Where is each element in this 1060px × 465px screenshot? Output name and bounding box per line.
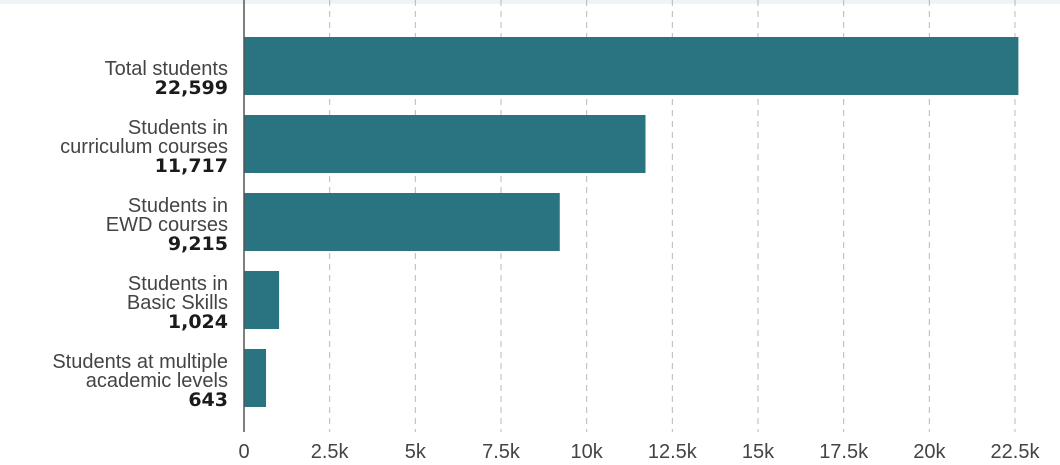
tick-label: 5k [405,441,427,463]
bar [244,349,267,407]
category-label: academic levels [86,370,228,392]
value-label: 11,717 [155,155,228,177]
value-label: 643 [188,389,228,411]
tick-label: 22.5k [991,441,1041,463]
category-label: Students in [128,195,228,217]
tick-label: 15k [742,441,775,463]
category-label: curriculum courses [60,136,228,158]
category-label: Basic Skills [127,292,228,314]
category-label: Students in [128,117,228,139]
category-label: Students at multiple [52,351,228,373]
tick-label: 2.5k [311,441,350,463]
category-label: EWD courses [106,214,228,236]
value-label: 9,215 [168,233,228,255]
bar [244,193,560,251]
bar [244,115,646,173]
tick-label: 17.5k [819,441,869,463]
category-label: Students in [128,273,228,295]
bar [244,271,280,329]
tick-label: 10k [571,441,604,463]
bars [244,37,1019,407]
value-label: 22,599 [155,77,228,99]
top-strip [0,0,1060,4]
category-label: Total students [105,58,228,80]
x-axis-ticks: 0 2.5k 5k 7.5k 10k 12.5k 15k 17.5k 20k 22.5k [238,441,1040,463]
tick-label: 0 [238,441,249,463]
value-label: 1,024 [168,311,228,333]
tick-label: 20k [913,441,946,463]
tick-label: 12.5k [648,441,698,463]
bar [244,37,1019,95]
tick-label: 7.5k [482,441,521,463]
